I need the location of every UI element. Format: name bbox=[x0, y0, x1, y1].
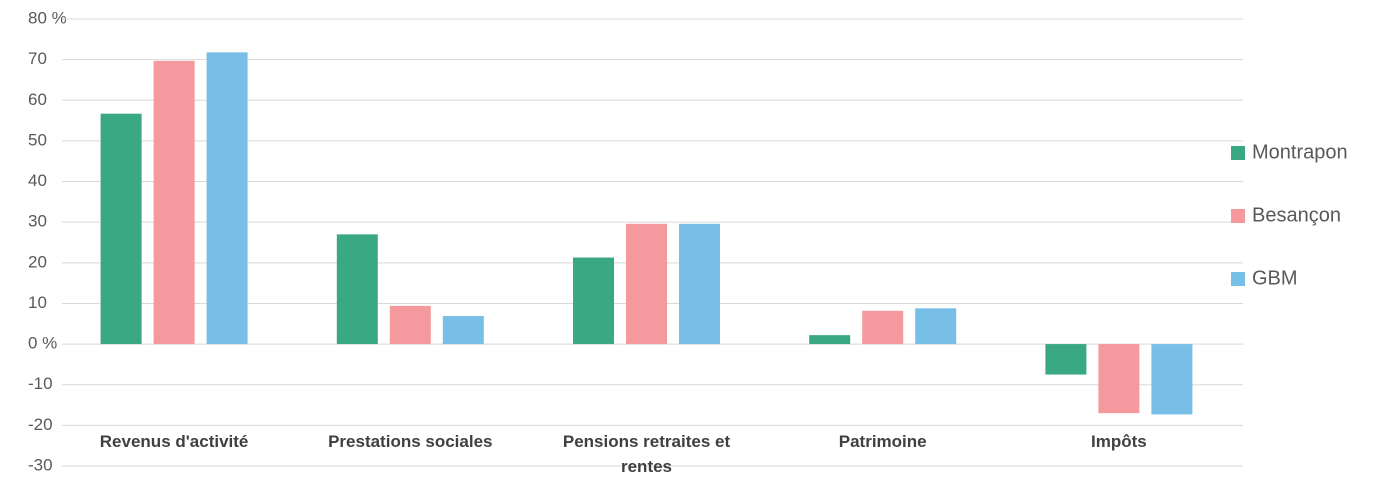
x-tick-label: Prestations sociales bbox=[328, 432, 493, 451]
x-tick-label: Pensions retraites et rentes bbox=[562, 432, 731, 476]
bar bbox=[153, 60, 195, 345]
y-tick-label: 60 bbox=[28, 90, 47, 109]
bar bbox=[573, 257, 614, 345]
y-tick-label: 0 % bbox=[28, 334, 57, 353]
x-tick-label: Revenus d'activité bbox=[99, 432, 249, 451]
y-tick-label: 80 % bbox=[28, 8, 67, 27]
bar bbox=[626, 223, 667, 345]
bar bbox=[442, 316, 484, 345]
y-tick-label: 20 bbox=[28, 252, 47, 271]
legend-label: GBM bbox=[1252, 267, 1298, 289]
bar bbox=[1098, 344, 1140, 414]
x-tick-label: Impôts bbox=[1091, 432, 1147, 451]
y-tick-label: -10 bbox=[28, 374, 53, 393]
bar bbox=[100, 113, 142, 345]
bar bbox=[1151, 344, 1193, 415]
y-tick-label: 10 bbox=[28, 293, 47, 312]
y-tick-label: -20 bbox=[28, 415, 53, 434]
y-tick-label: 30 bbox=[28, 212, 47, 231]
x-tick-label: Patrimoine bbox=[838, 432, 927, 451]
bar bbox=[1045, 344, 1087, 375]
legend-label: Montrapon bbox=[1252, 141, 1348, 163]
bar bbox=[679, 223, 720, 345]
bar bbox=[862, 310, 904, 345]
bar bbox=[915, 308, 957, 345]
y-tick-label: -30 bbox=[28, 455, 53, 474]
legend-label: Besançon bbox=[1252, 204, 1341, 226]
legend-swatch bbox=[1231, 272, 1245, 286]
y-tick-label: 40 bbox=[28, 171, 47, 190]
legend-swatch bbox=[1231, 146, 1245, 160]
legend-swatch bbox=[1231, 209, 1245, 223]
y-tick-label: 50 bbox=[28, 130, 47, 149]
bar bbox=[389, 305, 431, 345]
y-tick-label: 70 bbox=[28, 49, 47, 68]
bar bbox=[809, 335, 851, 345]
bar bbox=[206, 52, 248, 345]
bar bbox=[336, 234, 378, 345]
